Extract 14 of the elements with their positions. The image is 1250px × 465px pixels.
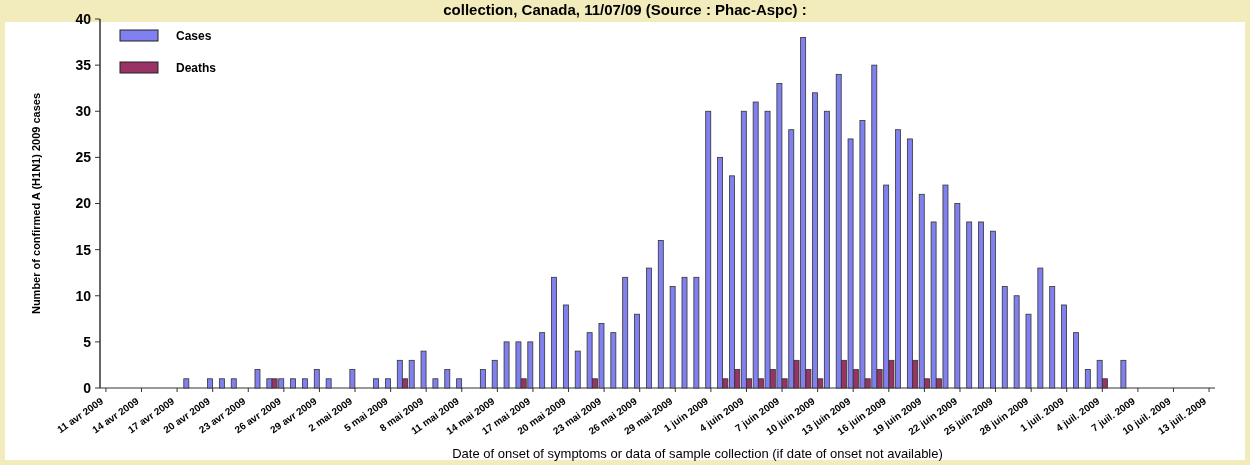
y-tick-label: 40 xyxy=(75,10,92,27)
y-tick-label: 35 xyxy=(75,57,92,74)
chart-title: collection, Canada, 11/07/09 (Source : Phac-Aspc) : xyxy=(443,1,807,18)
y-tick-label: 5 xyxy=(83,333,92,350)
y-tick-label: 15 xyxy=(75,241,92,258)
legend-label: Deaths xyxy=(176,61,217,76)
x-axis-title: Date of onset of symptoms or data of sample collection (if date of onset not available) xyxy=(452,446,943,461)
y-axis-title: Number of confirmed A (H1N1) 2009 cases xyxy=(30,92,42,315)
y-tick-label: 20 xyxy=(75,195,92,212)
y-tick-label: 25 xyxy=(75,149,92,166)
y-tick-label: 10 xyxy=(75,287,92,304)
y-tick-label: 30 xyxy=(75,103,92,120)
legend-label: Cases xyxy=(176,29,212,44)
y-tick-label: 0 xyxy=(83,379,92,396)
